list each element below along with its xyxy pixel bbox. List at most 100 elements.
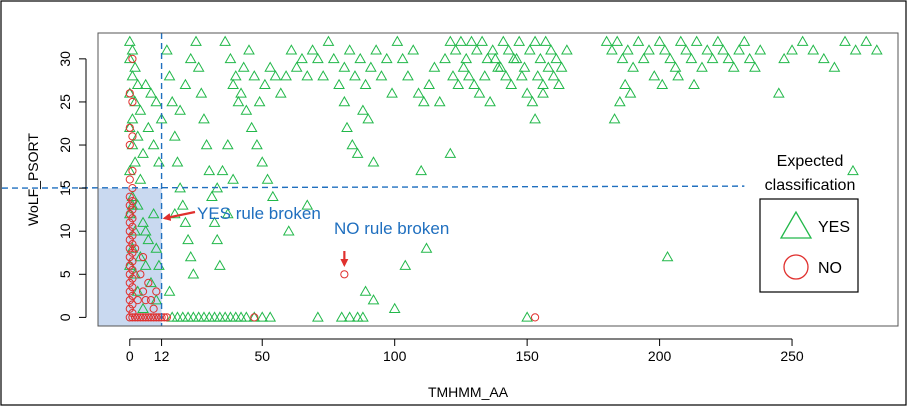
yes-point <box>168 207 181 219</box>
yes-point <box>301 199 314 210</box>
yes-point <box>518 61 531 72</box>
yes-point <box>129 61 141 72</box>
yes-point <box>317 70 330 81</box>
yes-point <box>296 52 308 64</box>
legend-no-label: NO <box>818 260 842 277</box>
yes-point <box>312 52 324 64</box>
yes-point <box>807 44 820 55</box>
no-point <box>162 313 171 322</box>
yes-point <box>354 52 367 64</box>
yes-point <box>849 44 862 55</box>
yes-point <box>245 121 258 133</box>
yes-point <box>796 35 809 46</box>
yes-point <box>335 311 348 322</box>
yes-point <box>444 35 457 46</box>
yes-point <box>253 95 266 107</box>
yes-point <box>473 87 486 98</box>
no-point <box>125 218 134 227</box>
yes-point <box>553 78 565 89</box>
legend-no-circle-icon <box>783 254 809 280</box>
threshold-line-y <box>1 185 745 189</box>
yes-point <box>619 78 632 89</box>
no-point <box>125 89 134 98</box>
yes-point <box>521 87 534 98</box>
yes-point <box>696 61 708 72</box>
no-point <box>152 313 161 322</box>
yes-point <box>364 61 377 72</box>
no-point <box>125 304 134 313</box>
yes-point <box>359 78 372 89</box>
yes-point <box>213 259 226 270</box>
no-point <box>125 270 134 279</box>
annotation-no-rule-broken: NO rule broken <box>334 219 449 238</box>
yes-point <box>176 199 189 210</box>
yes-point <box>126 113 139 124</box>
yes-point <box>399 259 412 270</box>
yes-point <box>237 61 250 72</box>
yes-point <box>870 44 883 55</box>
yes-point <box>712 35 724 46</box>
yes-point <box>521 311 534 322</box>
yes-point <box>349 70 361 81</box>
yes-point <box>269 70 282 81</box>
yes-point <box>722 52 735 64</box>
yes-point <box>221 207 234 219</box>
yes-point <box>131 130 144 141</box>
no-point <box>146 313 156 322</box>
yes-point <box>637 52 650 64</box>
yes-point <box>706 52 719 64</box>
yes-point <box>357 311 369 322</box>
yes-point <box>134 173 147 184</box>
yes-point <box>717 44 730 55</box>
no-point <box>125 227 134 236</box>
y-axis: 0 5 10 15 20 25 30 <box>57 51 87 321</box>
yes-point <box>526 95 539 107</box>
yes-point <box>301 70 314 81</box>
yes-point <box>221 139 234 150</box>
yes-point <box>150 242 163 253</box>
yes-point <box>386 87 398 98</box>
yes-point <box>333 78 345 89</box>
yes-point <box>727 61 740 72</box>
yes-point <box>139 225 152 236</box>
yes-point <box>537 87 549 98</box>
no-point <box>128 214 137 223</box>
yes-point <box>743 52 756 64</box>
yes-point <box>465 35 478 46</box>
x-tick-label: 50 <box>254 348 270 364</box>
no-point <box>133 313 142 322</box>
yes-point <box>486 44 499 55</box>
yes-point <box>370 44 383 55</box>
yes-point <box>150 95 163 107</box>
yes-point <box>478 70 491 81</box>
yes-point <box>388 302 401 314</box>
yes-point <box>600 35 613 46</box>
y-tick-label: 15 <box>57 180 73 196</box>
yes-point <box>749 61 761 72</box>
yes-point <box>624 87 637 98</box>
yes-point <box>407 44 420 55</box>
yes-point <box>274 87 287 98</box>
yes-point <box>126 199 139 210</box>
yes-point <box>142 233 155 245</box>
yes-point <box>444 147 457 158</box>
yes-point <box>772 87 785 98</box>
yes-point <box>182 233 194 245</box>
yes-point <box>163 70 176 81</box>
yes-point <box>224 52 237 64</box>
yes-point <box>502 44 515 55</box>
yes-point <box>179 78 192 89</box>
yes-point <box>738 35 751 46</box>
yes-point <box>669 61 682 72</box>
yes-point <box>690 35 703 46</box>
yes-point <box>137 302 149 314</box>
no-point <box>128 231 137 240</box>
yes-point <box>468 78 481 89</box>
yes-point <box>545 44 557 55</box>
yes-point <box>327 52 340 64</box>
yes-point <box>150 294 163 305</box>
y-tick-label: 0 <box>57 313 73 321</box>
yes-point <box>500 70 512 81</box>
yes-point <box>447 70 459 81</box>
yes-point <box>484 95 496 107</box>
